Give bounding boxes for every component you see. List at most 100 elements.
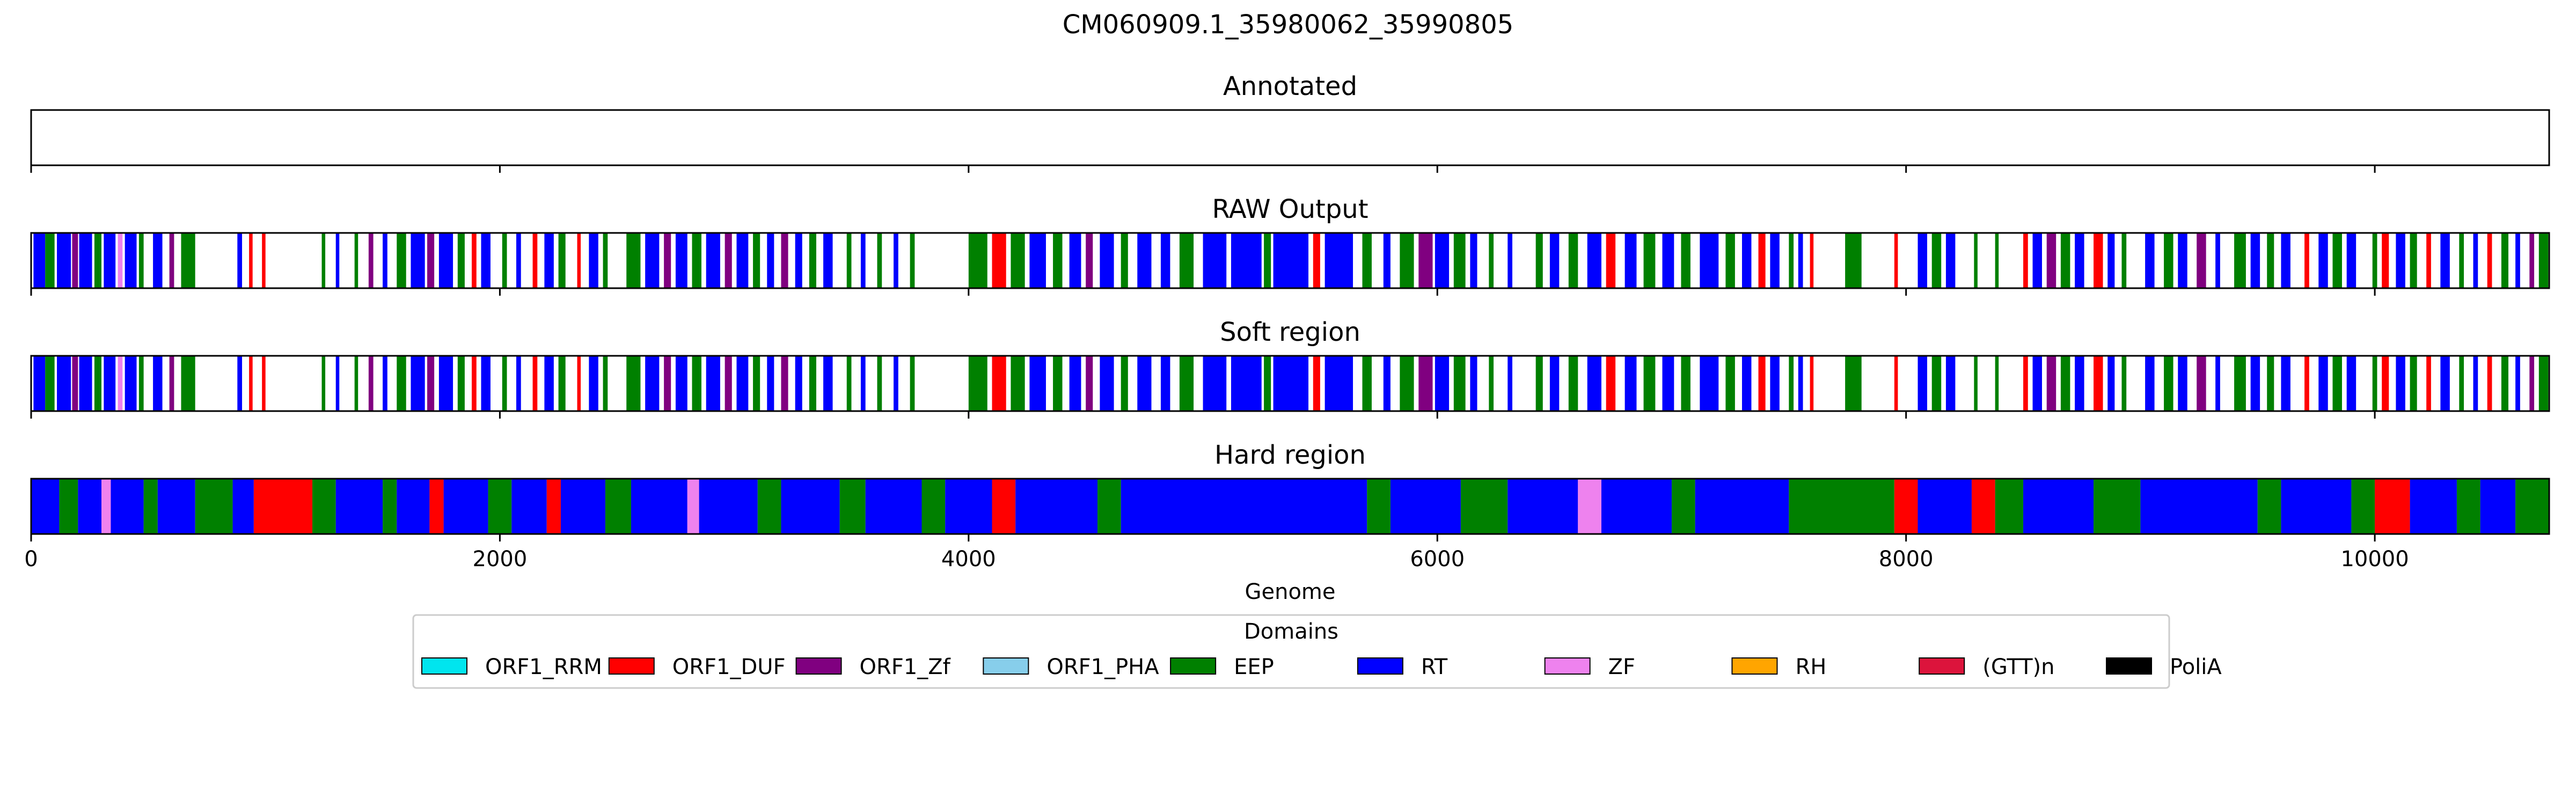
domain-segment-eep xyxy=(383,479,397,534)
domain-segment-rt xyxy=(2023,479,2094,534)
domain-segment-rt xyxy=(1160,233,1170,288)
domain-segment-orf1-zf xyxy=(2046,356,2057,411)
domain-segment-rt xyxy=(1798,356,1803,411)
domain-segment-orf1-duf xyxy=(1606,356,1616,411)
domain-segment-eep xyxy=(1671,479,1695,534)
domain-segment-eep xyxy=(809,356,816,411)
domain-segment-orf1-zf xyxy=(427,233,435,288)
domain-segment-rt xyxy=(516,233,521,288)
domain-segment-eep xyxy=(839,479,866,534)
track-title: Soft region xyxy=(1220,317,1360,347)
domain-segment-eep xyxy=(2456,479,2480,534)
domain-segment-rt xyxy=(544,233,554,288)
domain-segment-rt xyxy=(1435,356,1450,411)
domain-segment-rt xyxy=(1798,233,1803,288)
domain-segment-orf1-duf xyxy=(1758,233,1766,288)
domain-segment-rt xyxy=(153,356,163,411)
domain-segment-rt xyxy=(2215,233,2220,288)
domain-segment-rt xyxy=(2281,233,2290,288)
domain-segment-orf1-zf xyxy=(72,233,78,288)
domain-segment-rt xyxy=(631,479,687,534)
legend-swatch-orf1-duf xyxy=(608,657,655,675)
legend-label: RT xyxy=(1421,655,1448,679)
domain-segment-eep xyxy=(1264,356,1271,411)
domain-segment-eep xyxy=(2459,356,2464,411)
legend-swatch--gtt-n xyxy=(1919,657,1965,675)
legend-label: PoliA xyxy=(2170,655,2222,679)
domain-segment-orf1-zf xyxy=(724,356,732,411)
domain-segment-rt xyxy=(232,479,254,534)
domain-segment-rt xyxy=(699,479,758,534)
domain-segment-eep xyxy=(910,233,915,288)
domain-segment-eep xyxy=(2372,356,2377,411)
domain-segment-eep xyxy=(2410,356,2417,411)
domain-segment-rt xyxy=(1203,233,1227,288)
domain-segment-eep xyxy=(2515,479,2549,534)
domain-segment-eep xyxy=(1097,479,1121,534)
domain-segment-rt xyxy=(1383,233,1391,288)
domain-segment-rt xyxy=(1231,356,1262,411)
domain-segment-rt xyxy=(706,356,720,411)
domain-segment-rt xyxy=(443,479,488,534)
domain-segment-eep xyxy=(1845,233,1862,288)
domain-segment-rt xyxy=(894,356,898,411)
domain-segment-eep xyxy=(2332,356,2342,411)
domain-segment-eep xyxy=(603,233,608,288)
domain-segment-eep xyxy=(397,233,406,288)
domain-segment-orf1-duf xyxy=(992,356,1006,411)
domain-segment-rt xyxy=(2318,356,2328,411)
track-title: RAW Output xyxy=(1212,194,1368,224)
domain-segment-orf1-zf xyxy=(1086,356,1093,411)
domain-segment-eep xyxy=(1053,356,1063,411)
domain-segment-orf1-duf xyxy=(577,233,581,288)
domain-segment-rt xyxy=(1137,233,1152,288)
legend-label: RH xyxy=(1795,655,1826,679)
domain-segment-orf1-duf xyxy=(546,479,561,534)
domain-segment-eep xyxy=(1264,233,1271,288)
domain-segment-eep xyxy=(59,479,78,534)
domain-segment-eep xyxy=(757,479,781,534)
domain-segment-rt xyxy=(2178,356,2187,411)
domain-segment-eep xyxy=(488,479,512,534)
domain-segment-eep xyxy=(45,356,55,411)
domain-segment-zf xyxy=(118,233,123,288)
domain-segment-rt xyxy=(1700,356,1719,411)
domain-segment-rt xyxy=(2107,233,2115,288)
domain-segment-eep xyxy=(1974,356,1978,411)
domain-segment-eep xyxy=(846,233,852,288)
domain-segment-orf1-duf xyxy=(2023,233,2028,288)
domain-segment-rt xyxy=(79,233,92,288)
track-frame xyxy=(30,232,2550,289)
domain-segment-eep xyxy=(1931,356,1942,411)
domain-segment-rt xyxy=(1507,479,1578,534)
domain-segment-rt xyxy=(1945,356,1956,411)
domain-segment-rt xyxy=(481,356,491,411)
domain-segment-rt xyxy=(1918,233,1927,288)
domain-segment-rt xyxy=(2515,233,2520,288)
legend-swatch-eep xyxy=(1170,657,1217,675)
domain-segment-eep xyxy=(558,356,566,411)
domain-segment-orf1-zf xyxy=(169,233,174,288)
domain-segment-eep xyxy=(94,233,102,288)
domain-segment-eep xyxy=(2267,356,2274,411)
legend-swatch-polia xyxy=(2106,657,2152,675)
domain-segment-rt xyxy=(767,233,774,288)
domain-segment-eep xyxy=(502,356,507,411)
domain-segment-orf1-duf xyxy=(532,233,538,288)
domain-segment-rt xyxy=(865,479,922,534)
domain-segment-rt xyxy=(1470,233,1477,288)
legend: Domains ORF1_RRM ORF1_DUF ORF1_Zf ORF1_PHA EE… xyxy=(412,614,2222,689)
domain-segment-rt xyxy=(1587,233,1601,288)
domain-segment-eep xyxy=(2267,233,2274,288)
domain-segment-rt xyxy=(157,479,195,534)
domain-segment-rt xyxy=(1069,233,1081,288)
domain-segment-orf1-duf xyxy=(2487,356,2492,411)
domain-segment-orf1-zf xyxy=(2046,233,2057,288)
domain-segment-rt xyxy=(2145,356,2155,411)
domain-segment-eep xyxy=(502,233,507,288)
domain-segment-rt xyxy=(1160,356,1170,411)
domain-segment-rt xyxy=(860,233,866,288)
domain-segment-rt xyxy=(1273,356,1309,411)
domain-segment-eep xyxy=(2410,233,2417,288)
